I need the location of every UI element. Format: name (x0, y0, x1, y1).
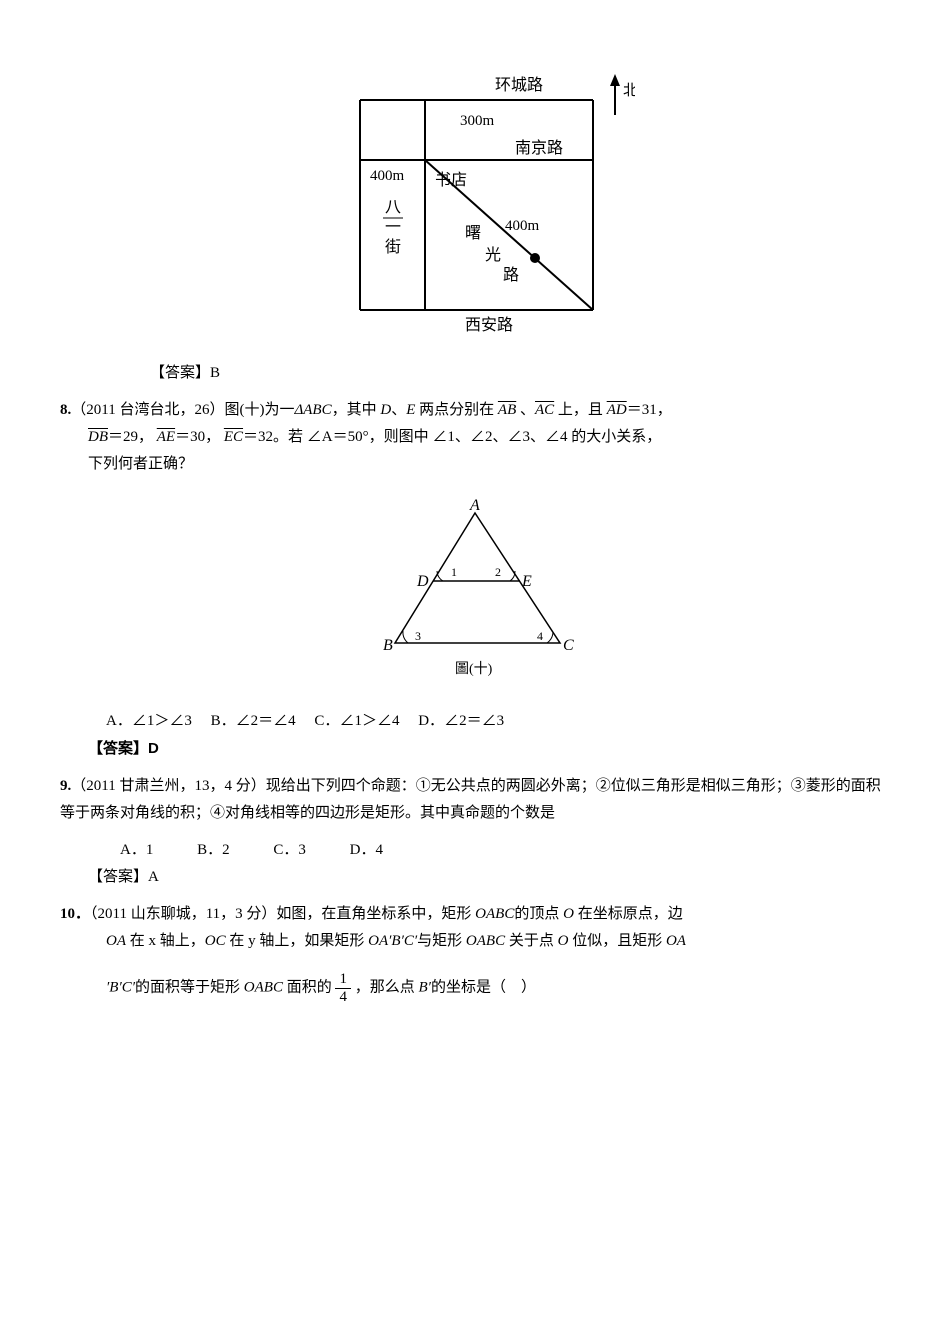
svg-text:曙: 曙 (465, 225, 481, 242)
problem-number: 9. (60, 778, 71, 794)
svg-text:1: 1 (451, 565, 457, 579)
svg-text:光: 光 (485, 246, 501, 264)
triangle-figure: A B C D E 1 2 3 4 圖(十) (60, 498, 890, 688)
svg-text:400m: 400m (505, 218, 540, 234)
svg-text:路: 路 (503, 266, 519, 284)
svg-text:C: C (563, 637, 574, 654)
answer-7: 【答案】B (150, 360, 890, 387)
answer-value: D (148, 740, 159, 757)
answer-value: A (148, 869, 159, 885)
answer-9: 【答案】A (88, 864, 890, 891)
map-figure: 北 环城路 300m 南京路 400m 书店 八 一 街 曙 光 路 400m … (60, 60, 890, 340)
svg-text:环城路: 环城路 (495, 76, 543, 94)
svg-text:3: 3 (415, 629, 421, 643)
svg-text:D: D (416, 573, 429, 590)
svg-text:400m: 400m (370, 168, 405, 184)
answer-prefix: 【答案】 (150, 365, 210, 381)
answer-value: B (210, 365, 220, 381)
problem-number: 10． (60, 906, 90, 922)
svg-text:南京路: 南京路 (515, 139, 563, 157)
svg-text:北: 北 (623, 82, 635, 99)
svg-text:E: E (521, 573, 532, 590)
svg-text:2: 2 (495, 565, 501, 579)
svg-text:西安路: 西安路 (465, 316, 513, 334)
svg-text:八: 八 (385, 199, 401, 216)
problem-source: （2011 甘肃兰州，13，4 分） (71, 778, 265, 794)
svg-text:4: 4 (537, 629, 543, 643)
fraction-one-quarter: 14 (335, 971, 351, 1005)
problem-8-options: A．∠1＞∠3 B．∠2＝∠4 C．∠1＞∠4 D．∠2＝∠3 (106, 708, 890, 735)
problem-source: （2011 台湾台北，26） (71, 402, 224, 418)
triangle-svg: A B C D E 1 2 3 4 圖(十) (365, 498, 585, 688)
answer-8: 【答案】D (88, 735, 890, 763)
map-svg: 北 环城路 300m 南京路 400m 书店 八 一 街 曙 光 路 400m … (315, 60, 635, 340)
svg-text:书店: 书店 (435, 171, 467, 189)
problem-9-options: A．1 B．2 C．3 D．4 (120, 837, 890, 864)
problem-10: 10．（2011 山东聊城，11，3 分）如图，在直角坐标系中，矩形 OABC的… (60, 901, 890, 1005)
svg-text:一: 一 (385, 219, 401, 236)
answer-prefix: 【答案】 (88, 740, 148, 757)
svg-text:街: 街 (385, 238, 401, 256)
problem-8: 8.（2011 台湾台北，26）图(十)为一ΔABC，其中 D、E 两点分别在 … (60, 397, 890, 478)
svg-text:300m: 300m (460, 113, 495, 129)
problem-9: 9.（2011 甘肃兰州，13，4 分）现给出下列四个命题：①无公共点的两圆必外… (60, 773, 890, 827)
problem-source: （2011 山东聊城，11，3 分） (90, 906, 276, 922)
svg-text:圖(十): 圖(十) (455, 661, 493, 677)
svg-text:B: B (383, 637, 393, 654)
answer-prefix: 【答案】 (88, 869, 148, 885)
svg-text:A: A (469, 498, 480, 514)
problem-number: 8. (60, 402, 71, 418)
